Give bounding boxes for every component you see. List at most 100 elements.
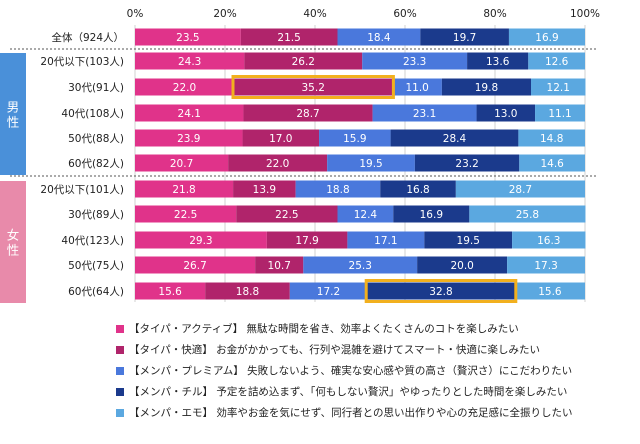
bar-segment xyxy=(514,282,585,300)
data-label: 28.4 xyxy=(443,133,467,145)
category-label: 30代(91人) xyxy=(68,82,124,94)
data-label: 16.8 xyxy=(406,184,429,196)
bar-segment xyxy=(337,28,421,46)
data-label: 17.3 xyxy=(534,260,557,272)
data-label: 28.7 xyxy=(296,108,319,120)
data-label: 15.6 xyxy=(538,286,562,298)
category-label: 40代(108人) xyxy=(61,108,124,120)
group-label-char: 男 xyxy=(7,100,20,115)
bar-segment xyxy=(295,180,381,198)
bar-segment xyxy=(255,256,304,274)
data-label: 23.2 xyxy=(455,158,478,170)
data-label: 22.0 xyxy=(173,82,196,94)
data-label: 23.1 xyxy=(413,108,436,120)
x-tick-label: 40% xyxy=(303,8,326,20)
bar-segment xyxy=(135,28,241,46)
group-label-box xyxy=(0,181,26,303)
data-label: 20.7 xyxy=(170,158,193,170)
bar-segment xyxy=(135,129,243,147)
x-tick-label: 20% xyxy=(213,8,236,20)
data-label: 11.1 xyxy=(548,108,571,120)
legend-label: 【メンパ・エモ】 効率やお金を気にせず、同行者との思い出作りや心の充足感に全振り… xyxy=(129,407,573,419)
data-label: 13.9 xyxy=(253,184,276,196)
category-label: 20代以下(103人) xyxy=(40,56,124,68)
x-tick-label: 80% xyxy=(483,8,506,20)
data-label: 32.8 xyxy=(429,286,452,298)
bar-segment xyxy=(507,256,585,274)
data-label: 23.5 xyxy=(176,32,199,44)
category-label: 50代(75人) xyxy=(68,260,124,272)
bar-segment xyxy=(347,231,425,249)
bar-segment xyxy=(243,104,373,122)
data-label: 24.3 xyxy=(178,56,201,68)
data-label: 29.3 xyxy=(189,235,212,247)
bar-segment xyxy=(135,52,245,70)
legend-swatch xyxy=(116,324,124,333)
bar-segment xyxy=(205,282,290,300)
bar-segment xyxy=(337,205,394,223)
data-label: 14.6 xyxy=(540,158,564,170)
legend-item: 【メンパ・プレミアム】 失敗しないよう、確実な安心感や質の高さ（贅沢さ）にこだわ… xyxy=(116,360,636,381)
bar-segment xyxy=(420,28,509,46)
bar-segment xyxy=(393,205,470,223)
data-label: 13.6 xyxy=(486,56,510,68)
data-label: 28.7 xyxy=(509,184,532,196)
data-label: 10.7 xyxy=(268,260,291,272)
bar-segment xyxy=(535,104,585,122)
bar-segment xyxy=(228,154,328,172)
data-label: 20.0 xyxy=(450,260,473,272)
bar-segment xyxy=(135,104,244,122)
data-label: 26.2 xyxy=(292,56,315,68)
category-label: 60代(82人) xyxy=(68,158,124,170)
bar-segment xyxy=(508,28,585,46)
category-label: 60代(64人) xyxy=(68,286,124,298)
legend-label: 【メンパ・プレミアム】 失敗しないよう、確実な安心感や質の高さ（贅沢さ）にこだわ… xyxy=(129,365,573,377)
highlight-box xyxy=(364,279,518,303)
legend-swatch xyxy=(116,345,124,354)
x-tick-label: 100% xyxy=(570,8,600,20)
group-label-char: 女 xyxy=(7,228,20,243)
bar-segment xyxy=(135,231,267,249)
bar-segment xyxy=(380,180,456,198)
data-label: 11.0 xyxy=(405,82,428,94)
bar-segment xyxy=(135,256,256,274)
data-label: 16.9 xyxy=(535,32,558,44)
data-label: 18.4 xyxy=(367,32,391,44)
bar-segment xyxy=(135,282,206,300)
bar-segment xyxy=(414,154,520,172)
data-label: 23.3 xyxy=(403,56,426,68)
data-label: 19.7 xyxy=(453,32,476,44)
data-label: 15.9 xyxy=(343,133,366,145)
bar-segment xyxy=(135,78,234,96)
data-label: 14.8 xyxy=(540,133,563,145)
legend-item: 【タイパ・アクティブ】 無駄な時間を省き、効率よくたくさんのコトを楽しみたい xyxy=(116,318,636,339)
data-label: 17.0 xyxy=(269,133,292,145)
bar-segment xyxy=(240,28,338,46)
legend-item: 【メンパ・エモ】 効率やお金を気にせず、同行者との思い出作りや心の充足感に全振り… xyxy=(116,402,636,423)
legend-swatch xyxy=(116,387,124,396)
data-label: 12.1 xyxy=(547,82,570,94)
bar-segment xyxy=(236,205,338,223)
bar-segment xyxy=(512,231,586,249)
data-label: 24.1 xyxy=(178,108,201,120)
bar-segment xyxy=(455,180,585,198)
bar-segment xyxy=(242,129,320,147)
data-label: 23.9 xyxy=(177,133,200,145)
legend-label: 【タイパ・アクティブ】 無駄な時間を省き、効率よくたくさんのコトを楽しみたい xyxy=(129,323,519,335)
legend-label: 【タイパ・快適】 お金がかかっても、行列や混雑を避けてスマート・快適に楽しみたい xyxy=(129,344,540,356)
bar-segment xyxy=(392,78,442,96)
bar-segment xyxy=(303,256,418,274)
bar-segment xyxy=(234,78,393,96)
category-label: 40代(123人) xyxy=(61,235,124,247)
bar-segment xyxy=(244,52,363,70)
data-label: 25.8 xyxy=(516,209,539,221)
legend-label: 【メンパ・チル】 予定を詰め込まず、「何もしない贅沢」やゆったりとした時間を楽し… xyxy=(129,386,568,398)
legend-item: 【タイパ・快適】 お金がかかっても、行列や混雑を避けてスマート・快適に楽しみたい xyxy=(116,339,636,360)
data-label: 22.5 xyxy=(275,209,298,221)
bar-segment xyxy=(135,205,237,223)
data-label: 22.5 xyxy=(174,209,197,221)
data-label: 15.6 xyxy=(158,286,182,298)
bar-segment xyxy=(362,52,468,70)
data-label: 17.9 xyxy=(295,235,318,247)
